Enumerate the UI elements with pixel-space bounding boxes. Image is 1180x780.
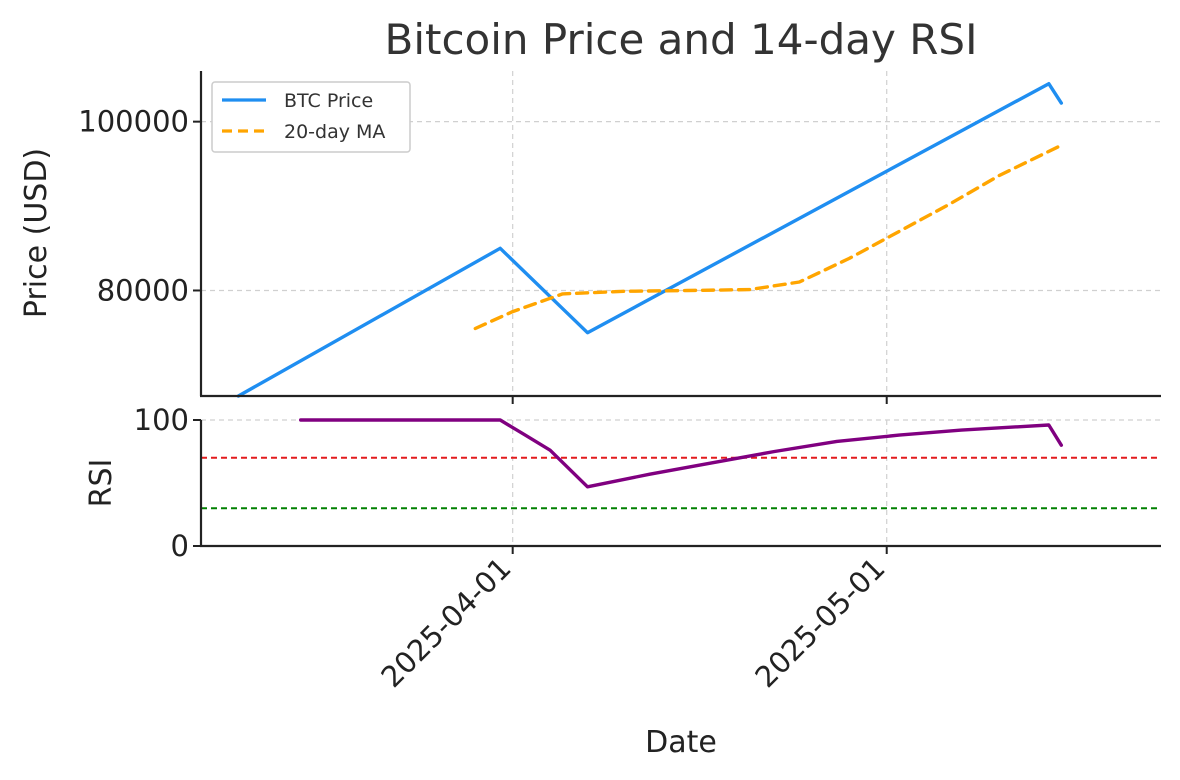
chart-legend: BTC Price 20-day MA <box>211 81 411 153</box>
chart-title: Bitcoin Price and 14-day RSI <box>385 15 978 64</box>
x-tick-label: 2025-05-01 <box>748 551 891 694</box>
price-y-tick-label: 100000 <box>78 105 189 139</box>
rsi-y-tick-label: 100 <box>134 403 189 437</box>
rsi-y-axis-label: RSI <box>84 459 119 508</box>
price-series-btc-price-line <box>236 81 1064 398</box>
legend-label-btc-price: BTC Price <box>284 90 373 112</box>
rsi-y-tick-label: 0 <box>171 529 189 563</box>
price-series-20-day-ma-line <box>473 143 1064 331</box>
rsi-series-rsi-line <box>299 418 1064 489</box>
price-y-tick-label: 80000 <box>97 273 189 307</box>
legend-label-20-day-ma: 20-day MA <box>284 121 385 143</box>
x-tick-label: 2025-04-01 <box>374 551 517 694</box>
series-layer <box>201 81 1161 510</box>
price-y-axis-label: Price (USD) <box>19 148 54 318</box>
x-axis-label: Date <box>645 725 717 760</box>
